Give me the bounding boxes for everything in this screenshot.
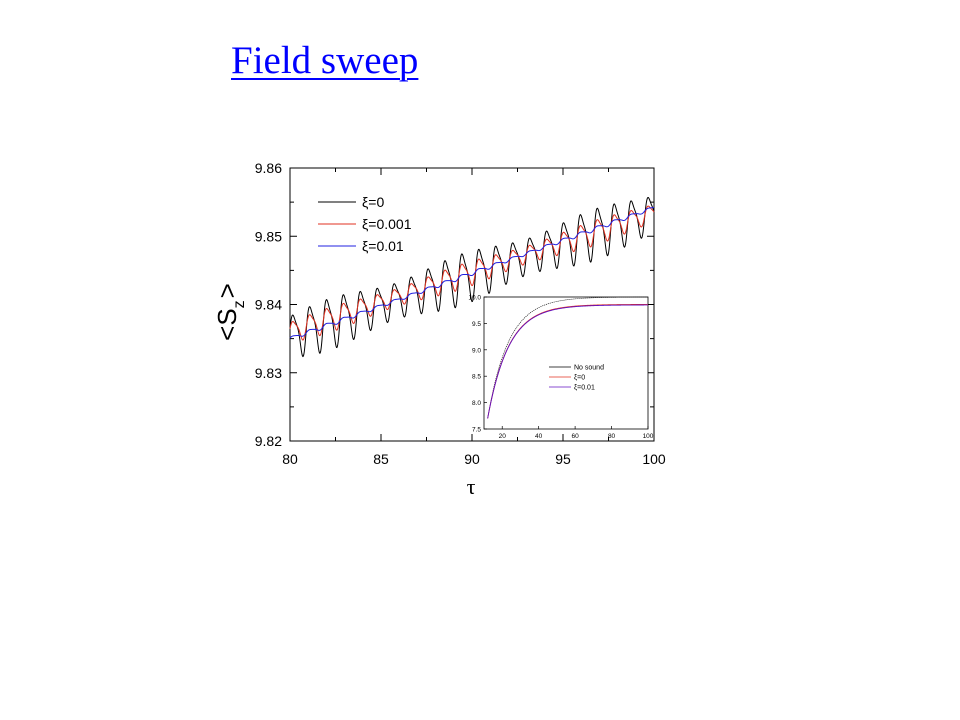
legend-label: ξ=0 bbox=[362, 194, 384, 210]
main-ticks bbox=[289, 167, 655, 442]
inset-x-tick-label: 60 bbox=[571, 433, 579, 440]
main-legend: ξ=0 ξ=0.001 ξ=0.01 bbox=[318, 194, 412, 254]
inset-y-tick-label: 9.0 bbox=[472, 347, 481, 354]
inset-tick-labels: 20 40 60 80 100 7.5 8.0 8.5 9.0 9.5 10.0 bbox=[468, 295, 653, 441]
inset-y-tick-label: 9.5 bbox=[472, 321, 481, 328]
inset-x-tick-label: 100 bbox=[643, 433, 654, 440]
legend-label: ξ=0.001 bbox=[362, 216, 412, 232]
ylabel-main: <S bbox=[212, 308, 242, 341]
y-tick-label: 9.86 bbox=[255, 160, 282, 176]
inset-ticks bbox=[484, 296, 649, 430]
y-axis-label: <Sz > bbox=[212, 283, 248, 341]
inset-series-line bbox=[487, 296, 648, 419]
x-tick-label: 100 bbox=[642, 451, 666, 467]
inset-x-tick-label: 80 bbox=[608, 433, 616, 440]
x-axis-label: τ bbox=[467, 474, 476, 499]
y-tick-label: 9.82 bbox=[255, 433, 282, 449]
svg-text:<Sz>: <Sz > bbox=[212, 283, 248, 341]
inset-legend-label: ξ=0.01 bbox=[574, 385, 595, 392]
inset-x-tick-label: 40 bbox=[535, 433, 543, 440]
y-tick-label: 9.83 bbox=[255, 365, 282, 381]
title-link[interactable]: Field sweep bbox=[231, 39, 419, 82]
main-series-line bbox=[289, 207, 654, 339]
x-tick-label: 85 bbox=[373, 451, 389, 467]
main-series-line bbox=[289, 205, 655, 341]
ylabel-subscript: z bbox=[231, 300, 248, 308]
main-series-line bbox=[289, 196, 655, 358]
y-tick-label: 9.85 bbox=[255, 228, 282, 244]
inset-y-tick-label: 10.0 bbox=[468, 295, 481, 302]
main-series bbox=[289, 196, 655, 358]
inset-series-line bbox=[487, 304, 649, 419]
inset-y-tick-label: 8.5 bbox=[472, 374, 481, 381]
inset-background bbox=[484, 297, 648, 429]
x-tick-label: 95 bbox=[555, 451, 571, 467]
inset-x-tick-label: 20 bbox=[499, 433, 507, 440]
inset-frame bbox=[483, 296, 649, 430]
inset-y-tick-label: 8.0 bbox=[472, 400, 481, 407]
x-tick-label: 80 bbox=[282, 451, 298, 467]
legend-label: ξ=0.01 bbox=[362, 238, 404, 254]
inset-legend-label: No sound bbox=[574, 365, 604, 372]
x-tick-label: 90 bbox=[464, 451, 480, 467]
y-tick-label: 9.84 bbox=[255, 297, 282, 313]
inset-y-tick-label: 7.5 bbox=[472, 427, 481, 434]
main-tick-labels: 80 85 90 95 100 9.82 9.83 9.84 9.85 9.86 bbox=[255, 160, 666, 467]
ylabel-close: > bbox=[212, 283, 242, 298]
inset-legend-label: ξ=0 bbox=[574, 375, 585, 382]
inset-series bbox=[487, 296, 649, 419]
inset-legend: No sound ξ=0 ξ=0.01 bbox=[549, 365, 604, 392]
